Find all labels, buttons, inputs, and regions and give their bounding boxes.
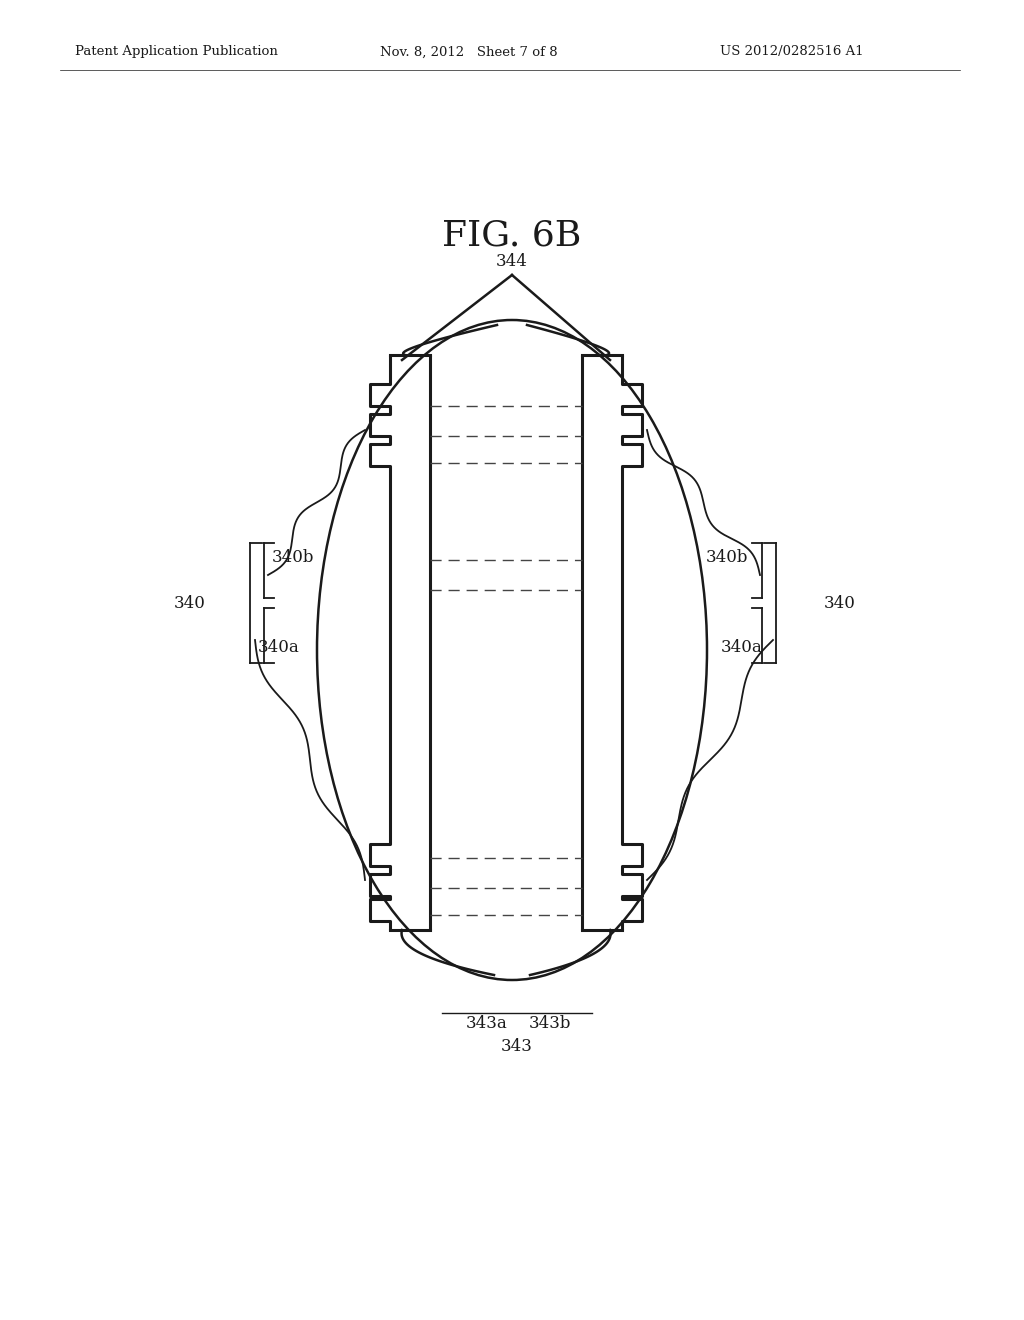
Text: 343: 343 [501,1038,532,1055]
Text: US 2012/0282516 A1: US 2012/0282516 A1 [720,45,863,58]
Text: Patent Application Publication: Patent Application Publication [75,45,278,58]
Text: 344: 344 [496,253,528,271]
Text: 340b: 340b [272,549,314,566]
Text: 343a: 343a [466,1015,508,1032]
Text: 340a: 340a [720,639,762,656]
Text: 340: 340 [174,594,206,611]
Text: 343b: 343b [528,1015,571,1032]
Text: 340b: 340b [706,549,748,566]
Text: Nov. 8, 2012   Sheet 7 of 8: Nov. 8, 2012 Sheet 7 of 8 [380,45,558,58]
Text: FIG. 6B: FIG. 6B [442,218,582,252]
Text: 340: 340 [824,594,856,611]
Text: 340a: 340a [258,639,300,656]
